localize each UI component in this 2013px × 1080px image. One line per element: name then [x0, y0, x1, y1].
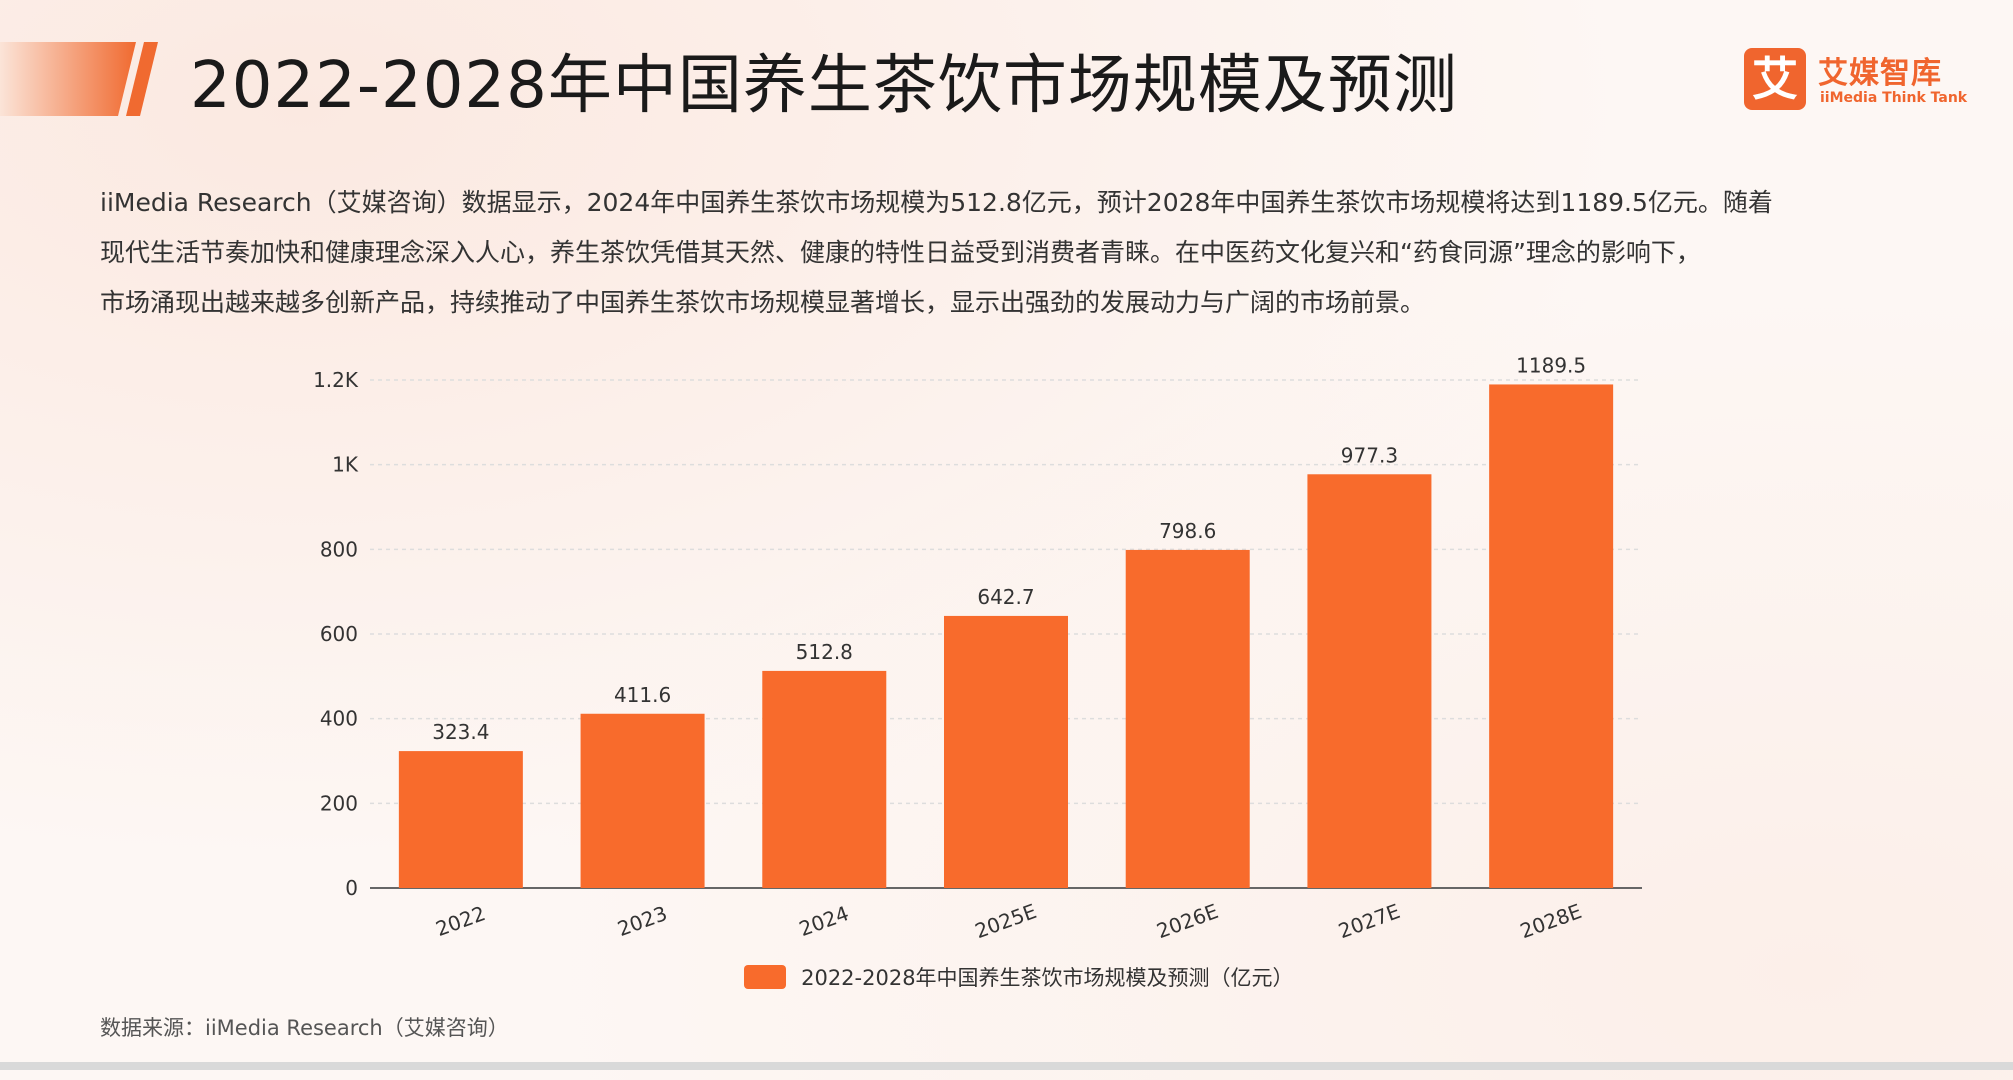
- x-tick-label: 2025E: [972, 899, 1040, 943]
- y-tick-label: 800: [320, 537, 358, 561]
- description-line: iiMedia Research（艾媒咨询）数据显示，2024年中国养生茶饮市场…: [100, 188, 1773, 217]
- legend-label: 2022-2028年中国养生茶饮市场规模及预测（亿元）: [801, 966, 1294, 990]
- chart-legend: 2022-2028年中国养生茶饮市场规模及预测（亿元）: [744, 962, 1294, 996]
- data-label: 1189.5: [1516, 353, 1586, 377]
- description-line: 现代生活节奏加快和健康理念深入人心，养生茶饮凭借其天然、健康的特性日益受到消费者…: [100, 238, 1701, 267]
- description-line: 市场涌现出越来越多创新产品，持续推动了中国养生茶饮市场规模显著增长，显示出强劲的…: [100, 288, 1426, 317]
- bottom-divider: [0, 1062, 2013, 1070]
- x-tick-label: 2023: [614, 901, 670, 941]
- data-label: 977.3: [1341, 443, 1398, 467]
- data-label: 512.8: [796, 640, 853, 664]
- bar: [944, 615, 1068, 888]
- data-label: 798.6: [1159, 519, 1216, 543]
- y-tick-label: 1K: [332, 453, 359, 477]
- y-tick-label: 400: [320, 707, 358, 731]
- y-tick-label: 0: [345, 876, 358, 900]
- data-label: 642.7: [977, 585, 1034, 609]
- bar: [1307, 474, 1432, 888]
- x-tick-label: 2024: [796, 901, 852, 941]
- bar: [762, 670, 887, 888]
- bar-chart: 0 200 400 600 800 1K 1.2K 323.4 2022 411.6 2023 512…: [313, 353, 1642, 943]
- bar: [580, 713, 705, 888]
- bar: [1125, 549, 1250, 888]
- header-stripe-decoration: [0, 42, 158, 116]
- page-title: 2022-2028年中国养生茶饮市场规模及预测: [190, 49, 1458, 123]
- x-tick-label: 2022: [432, 901, 488, 941]
- legend-swatch: [744, 965, 786, 989]
- y-tick-label: 200: [320, 791, 358, 815]
- x-tick-label: 2026E: [1153, 899, 1221, 943]
- source-note: 数据来源：iiMedia Research（艾媒咨询）: [100, 1016, 509, 1040]
- x-tick-label: 2028E: [1517, 899, 1585, 943]
- description-paragraph: iiMedia Research（艾媒咨询）数据显示，2024年中国养生茶饮市场…: [100, 178, 1930, 328]
- bar: [1489, 384, 1614, 888]
- data-label: 411.6: [614, 683, 671, 707]
- y-tick-label: 600: [320, 622, 358, 646]
- brand-subtitle: iiMedia Think Tank: [1820, 90, 1968, 106]
- brand-name: 艾媒智库: [1818, 56, 1942, 91]
- data-label: 323.4: [432, 720, 489, 744]
- x-tick-label: 2027E: [1335, 899, 1403, 943]
- brand-icon: 艾: [1744, 48, 1806, 110]
- y-tick-label: 1.2K: [313, 368, 359, 392]
- brand-logo: 艾 艾媒智库 iiMedia Think Tank: [1744, 46, 1968, 118]
- bar: [398, 751, 523, 888]
